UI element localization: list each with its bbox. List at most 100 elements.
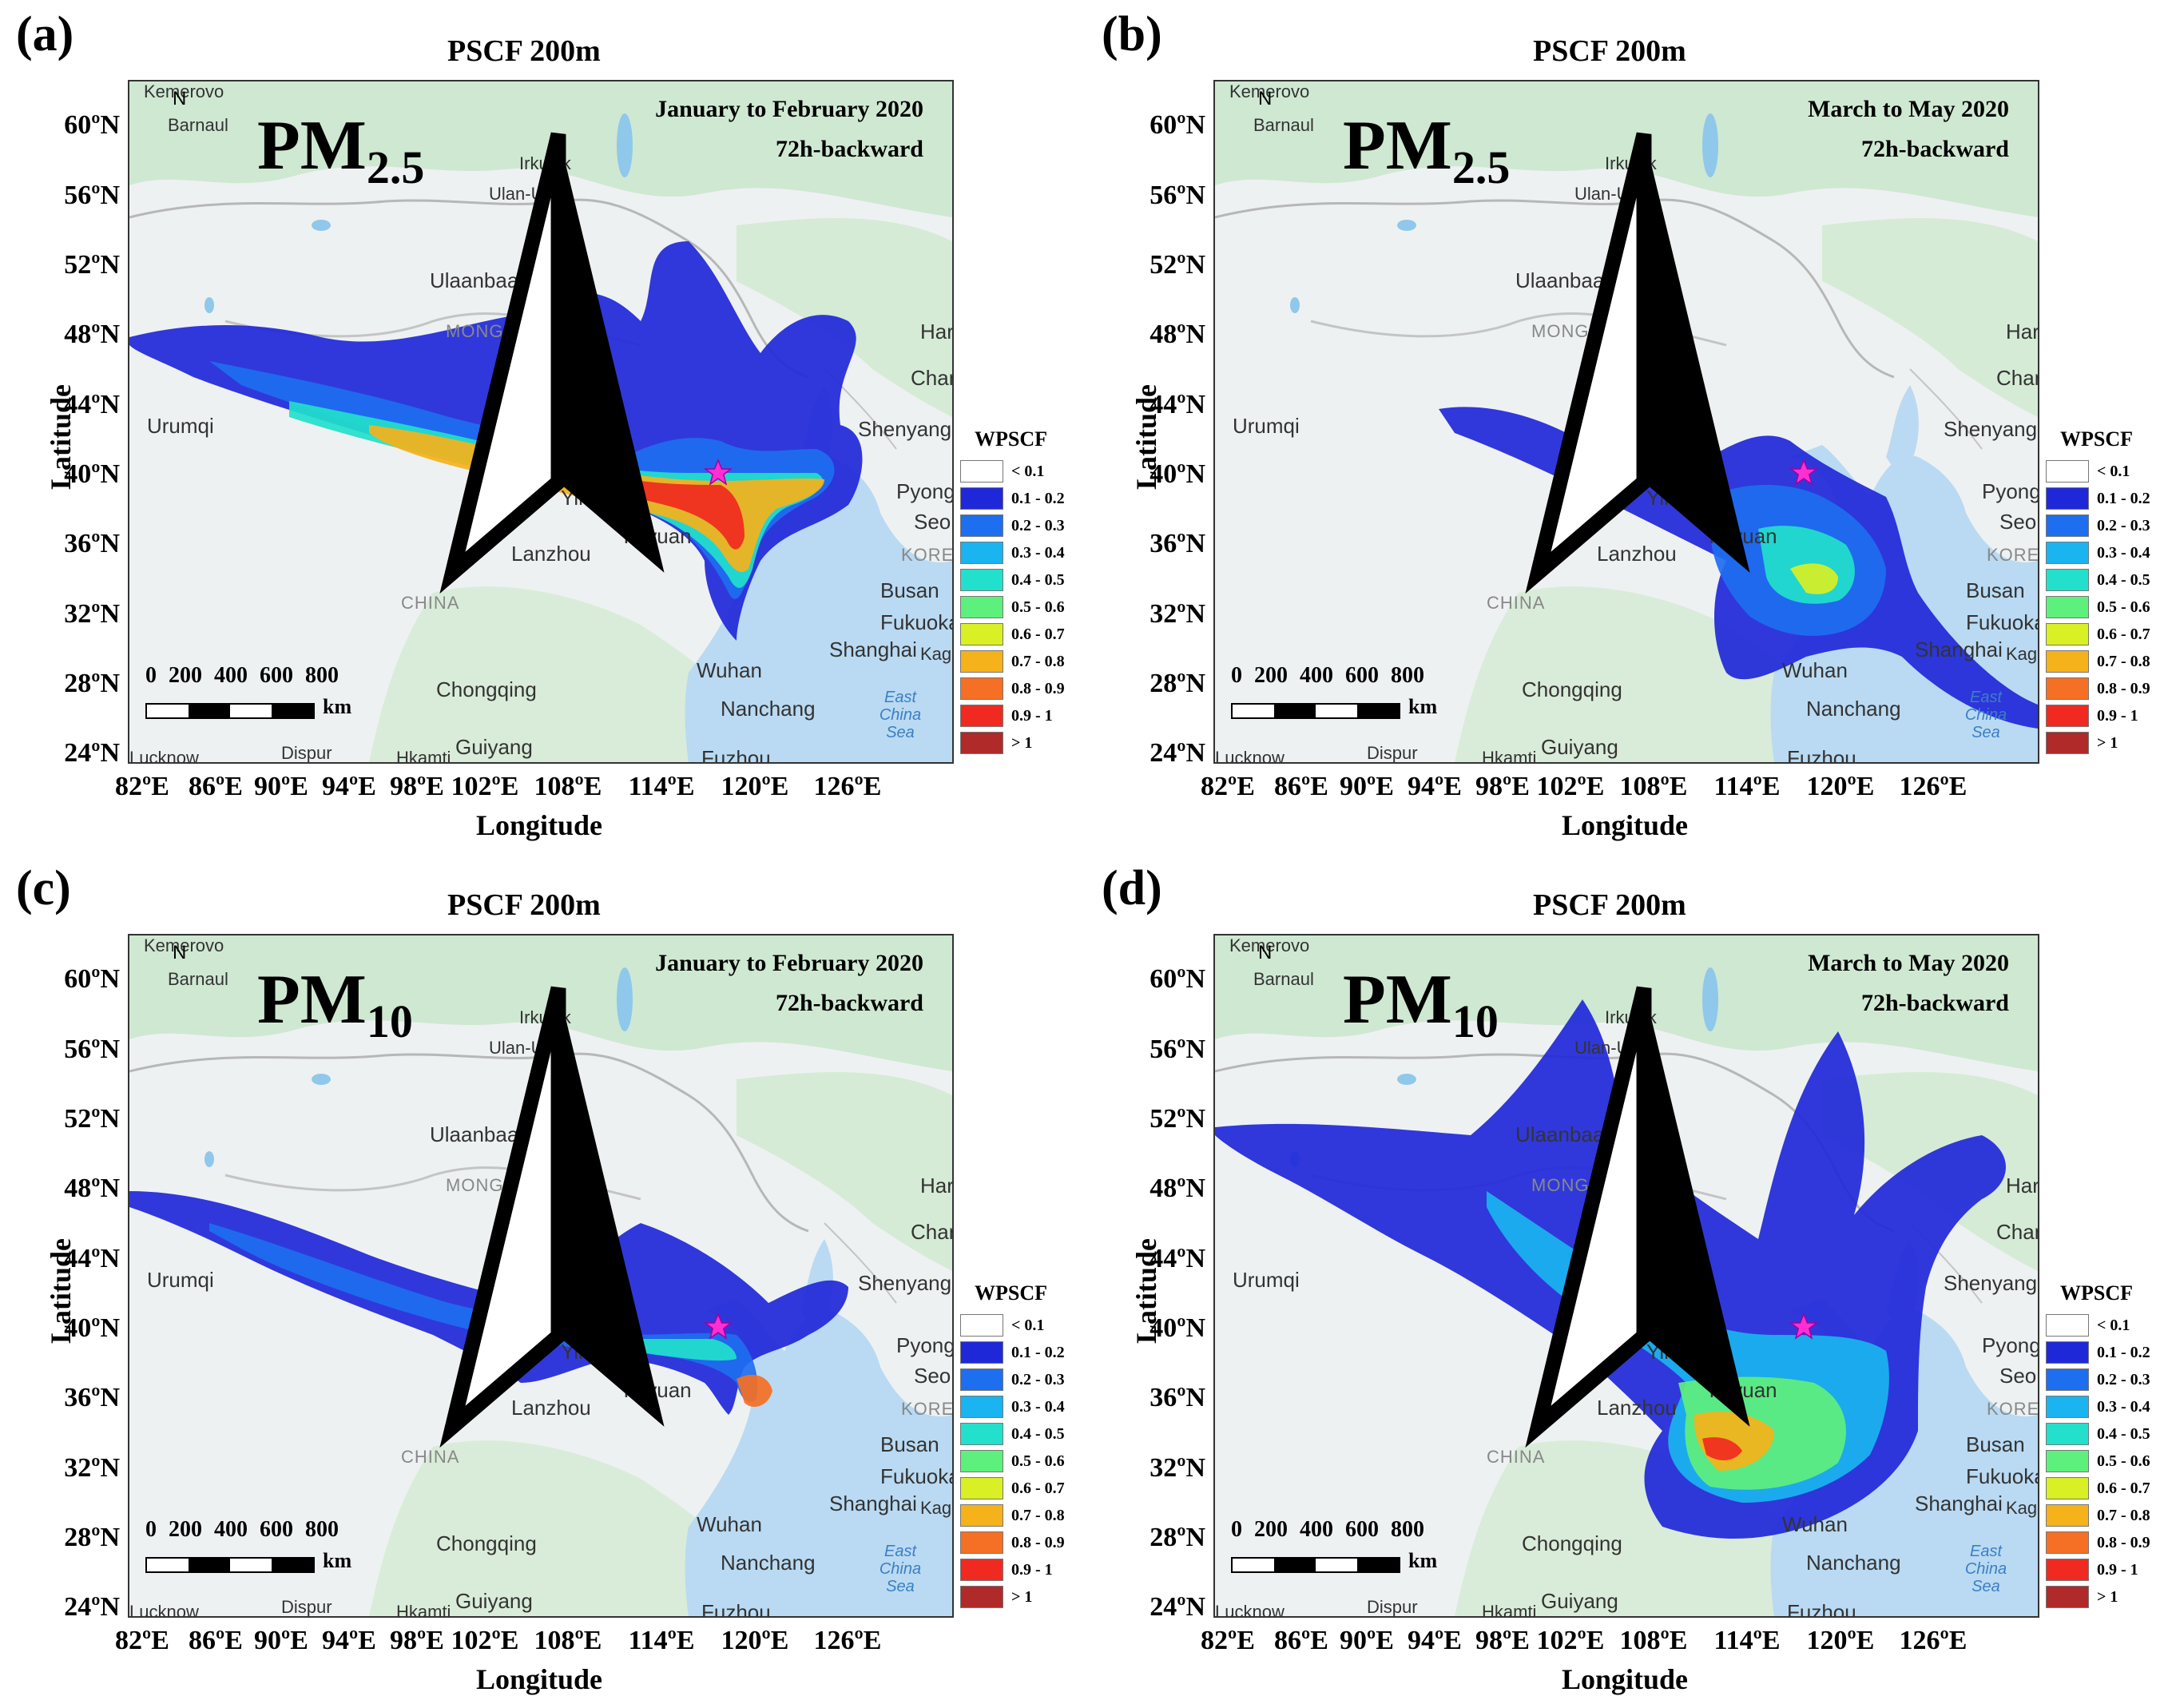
period-label: January to February 2020 72h-backward [655,943,923,1023]
legend-item: 0.9 - 1 [2046,702,2172,729]
legend-swatch [960,1586,1003,1608]
city-label: Urumqi [147,1268,214,1292]
country-label: KOREA [901,1399,954,1419]
legend-swatch [960,596,1003,618]
city-label: Barnaul [1253,969,1314,989]
latitude-tick-label: 52ºN [1150,250,1205,280]
legend-item: 0.6 - 0.7 [2046,621,2172,648]
scale-bar [1231,1557,1400,1573]
city-label: Busan [880,578,939,602]
receptor-star-icon [703,1313,733,1340]
city-label: Chang [1996,1220,2038,1244]
pollutant-label: PM10 [257,961,413,1047]
latitude-tick-label: 36ºN [1150,529,1205,558]
city-label: Dispur [281,1597,332,1617]
legend-label: < 0.1 [1011,462,1045,480]
legend-title: WPSCF [975,427,1047,451]
period-label: March to May 2020 72h-backward [1808,943,2009,1023]
legend-label: 0.2 - 0.3 [2097,1370,2150,1388]
city-label: Busan [1966,578,2025,602]
sea-label: East China Sea [879,689,922,741]
longitude-tick-label: 94ºE [1408,1626,1462,1655]
legend-label: 0.1 - 0.2 [1011,1343,1065,1361]
latitude-tick-label: 32ºN [64,599,120,629]
longitude-tick-label: 98ºE [390,772,444,801]
legend-label: 0.2 - 0.3 [2097,516,2150,534]
city-label: Guiyang [1541,735,1618,759]
receptor-star-icon [1789,1313,1819,1340]
legend-label: 0.7 - 0.8 [2097,652,2150,670]
legend-item: < 0.1 [960,458,1096,485]
x-axis-title: Longitude [1561,809,1689,841]
pscf-map: KemerovoBarnaulIrkutskUlan-UdeUlaanbaata… [128,80,954,764]
longitude-tick-label: 98ºE [390,1626,444,1655]
panel-title: PSCF 200m [447,34,601,68]
scale-bar [145,1557,315,1573]
legend-swatch [960,514,1003,537]
latitude-tick-label: 40ºN [1150,459,1205,489]
longitude-tick-label: 126ºE [1899,772,1968,801]
wpscf-contour [737,1375,772,1407]
city-label: Urumqi [147,414,214,438]
x-axis-title: Longitude [1561,1663,1689,1695]
longitude-tick-label: 114ºE [628,772,695,801]
legend-item: 0.5 - 0.6 [960,1448,1096,1475]
latitude-tick-label: 44ºN [1150,390,1205,419]
north-arrow-icon: N [1233,942,1750,1448]
longitude-tick-label: 86ºE [189,1626,243,1655]
longitude-tick-label: 108ºE [534,1626,602,1655]
legend-label: 0.3 - 0.4 [2097,543,2150,562]
latitude-tick-label: 48ºN [64,1174,120,1203]
latitude-tick-label: 40ºN [1150,1313,1205,1343]
city-label: Barnaul [168,115,228,135]
longitude-tick-label: 102ºE [451,1626,519,1655]
country-label: CHINA [1487,1447,1546,1467]
longitude-tick-label: 126ºE [813,772,882,801]
legend-swatch [960,1531,1003,1554]
city-label: Hkamti [1482,1602,1537,1618]
country-label: KOREA [1987,1399,2039,1419]
city-label: Pyong [896,1333,954,1357]
legend-label: 0.5 - 0.6 [2097,598,2150,616]
period-line-2: 72h-backward [775,990,923,1016]
legend-swatch [2046,1477,2089,1499]
legend-item: 0.2 - 0.3 [960,512,1096,539]
legend-label: 0.3 - 0.4 [1011,1397,1065,1416]
legend-swatch [2046,1504,2089,1527]
latitude-tick-label: 56ºN [64,1035,120,1064]
map-panel-b: (b) PSCF 200m Latitude Longitude 60ºN 56º… [1086,0,2171,854]
legend-item: 0.3 - 0.4 [2046,539,2172,566]
scale-bar-numbers: 0 200 400 600 800 [145,1517,339,1542]
latitude-tick-label: 32ºN [1150,1453,1205,1483]
city-label: Shanghai [829,638,917,661]
city-label: Chongqing [436,1531,537,1555]
legend-label: 0.2 - 0.3 [1011,516,1065,534]
city-label: Guiyang [455,735,533,759]
legend-swatch [960,1504,1003,1527]
wpscf-legend: WPSCF < 0.1 0.1 - 0.2 0.2 - 0.3 0.3 - 0.4 0.… [2046,1281,2172,1611]
longitude-tick-label: 94ºE [1408,772,1462,801]
longitude-tick-label: 82ºE [115,772,169,801]
legend-swatch [960,460,1003,483]
panel-letter: (d) [1102,861,1162,916]
city-label: Seo [914,1364,951,1388]
city-label: Nanchang [721,1551,816,1575]
legend-label: > 1 [1011,1587,1033,1606]
legend-item: 0.2 - 0.3 [960,1366,1096,1393]
latitude-tick-label: 56ºN [1150,181,1205,210]
longitude-tick-label: 120ºE [721,1626,789,1655]
legend-title: WPSCF [2060,1281,2133,1305]
longitude-tick-label: 108ºE [1619,1626,1688,1655]
legend-swatch [960,569,1003,591]
city-label: Pyong [1982,1333,2039,1357]
legend-item: 0.4 - 0.5 [2046,1420,2172,1448]
legend-label: > 1 [2097,733,2118,752]
latitude-tick-label: 40ºN [64,459,120,489]
legend-item: 0.1 - 0.2 [960,1339,1096,1366]
legend-label: 0.8 - 0.9 [1011,679,1065,697]
longitude-tick-label: 94ºE [322,1626,376,1655]
longitude-tick-label: 120ºE [1806,1626,1875,1655]
period-label: January to February 2020 72h-backward [655,89,923,169]
city-label: Chongqing [436,677,537,701]
legend-item: 0.2 - 0.3 [2046,512,2172,539]
